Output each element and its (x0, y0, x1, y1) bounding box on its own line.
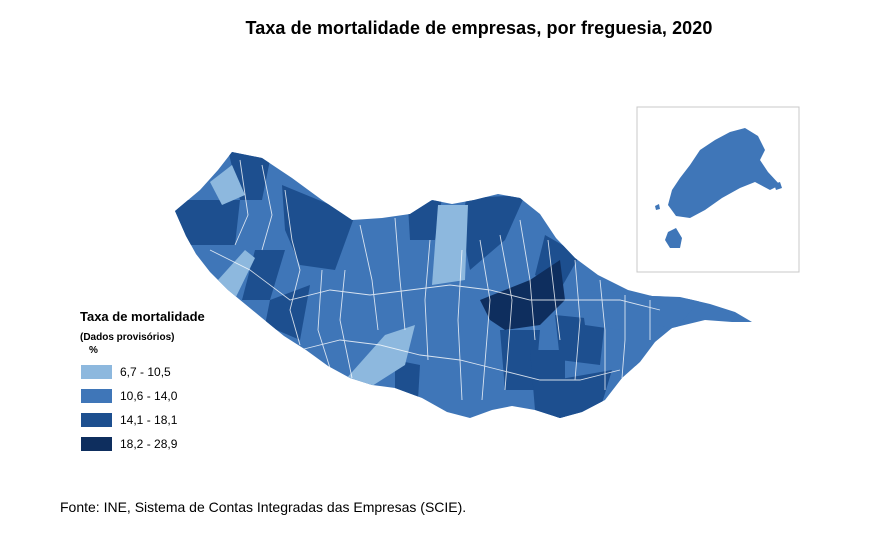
parish-area (480, 260, 565, 330)
legend-label: 14,1 - 18,1 (120, 413, 178, 427)
parish-area (580, 290, 625, 330)
map-title: Taxa de mortalidade de empresas, por fre… (245, 18, 713, 38)
legend-item: 18,2 - 28,9 (80, 432, 260, 456)
parish-area (175, 200, 240, 245)
legend-title: Taxa de mortalidade (80, 309, 205, 324)
parish-area (282, 185, 355, 270)
parish-area (462, 195, 525, 270)
legend-swatch (81, 413, 112, 427)
porto-santo-islet (774, 182, 782, 190)
legend-item: 14,1 - 18,1 (80, 408, 260, 432)
parish-area (432, 205, 468, 285)
parish-boundaries (209, 159, 661, 401)
legend-item: 10,6 - 14,0 (80, 384, 260, 408)
porto-santo-island (655, 128, 782, 248)
legend-unit: % (89, 345, 98, 356)
parish-area (648, 295, 700, 330)
porto-santo-islet (665, 228, 682, 248)
legend-label: 6,7 - 10,5 (120, 365, 171, 379)
madeira-island (175, 152, 752, 418)
legend-swatch (81, 437, 112, 451)
parish-area (500, 330, 540, 390)
parish-area (210, 165, 245, 205)
map-legend: Taxa de mortalidade (Dados provisórios) … (80, 309, 260, 456)
legend-swatch (81, 389, 112, 403)
parish-area (395, 360, 420, 400)
porto-santo-islet (655, 204, 660, 210)
legend-item: 6,7 - 10,5 (80, 360, 260, 384)
parish-area (345, 325, 415, 386)
legend-label: 10,6 - 14,0 (120, 389, 178, 403)
legend-subtitle: (Dados provisórios) (80, 332, 175, 343)
parish-area (265, 285, 310, 340)
legend-label: 18,2 - 28,9 (120, 437, 178, 451)
legend-swatch (81, 365, 112, 379)
source-note: Fonte: INE, Sistema de Contas Integradas… (60, 499, 467, 515)
porto-santo-outline (668, 128, 780, 218)
parish-area (555, 315, 605, 365)
inset-frame (636, 106, 800, 273)
